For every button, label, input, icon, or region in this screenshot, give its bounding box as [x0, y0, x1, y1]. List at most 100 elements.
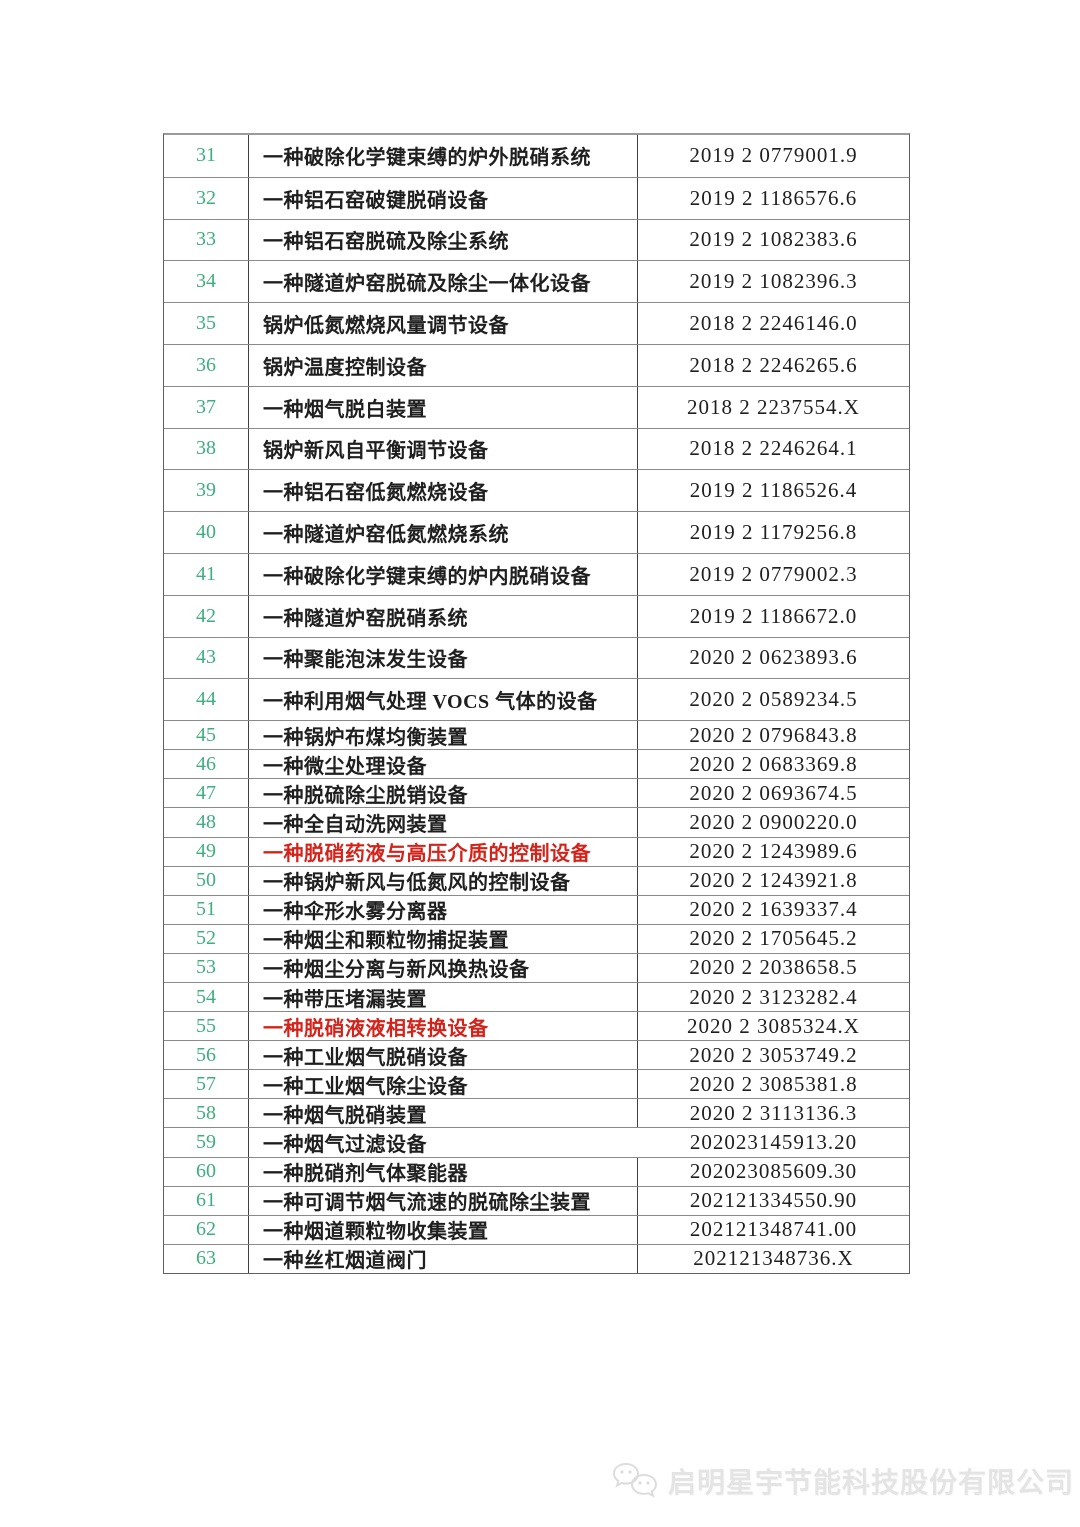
patent-name: 一种锅炉布煤均衡装置	[248, 721, 638, 750]
patent-name: 一种脱硝剂气体聚能器	[248, 1157, 638, 1186]
row-number: 56	[196, 1043, 216, 1066]
row-number: 46	[196, 752, 216, 775]
patent-number: 2020 2 0589234.5	[689, 687, 858, 712]
table-row: 39 一种铝石窑低氮燃烧设备 2019 2 1186526.4	[164, 469, 909, 512]
patent-name: 一种脱硝药液与高压介质的控制设备	[248, 837, 638, 866]
table-row: 48 一种全自动洗网装置 2020 2 0900220.0	[164, 807, 909, 837]
patent-number: 2020 2 3113136.3	[689, 1100, 858, 1125]
patent-name: 一种烟气过滤设备	[248, 1128, 638, 1157]
watermark: 启明星宇节能科技股份有限公司	[612, 1460, 1074, 1502]
patent-name: 一种微尘处理设备	[248, 750, 638, 779]
patent-number: 2020 2 1243921.8	[689, 868, 858, 893]
patent-number: 2019 2 0779001.9	[689, 143, 858, 168]
table-row: 63 一种丝杠烟道阀门 202121348736.X	[164, 1243, 909, 1273]
patent-number: 2018 2 2246146.0	[689, 311, 858, 336]
row-number: 57	[196, 1072, 216, 1095]
patent-name: 一种带压堵漏装置	[248, 983, 638, 1012]
patent-name: 锅炉温度控制设备	[248, 344, 638, 386]
row-number: 38	[196, 437, 216, 460]
wechat-bubbles-icon	[612, 1462, 658, 1500]
patent-name: 一种铝石窑脱硫及除尘系统	[248, 219, 638, 261]
table-row: 56 一种工业烟气脱硝设备 2020 2 3053749.2	[164, 1040, 909, 1070]
table-row: 37 一种烟气脱白装置 2018 2 2237554.X	[164, 385, 909, 428]
patent-name: 锅炉新风自平衡调节设备	[248, 428, 638, 470]
table-row: 57 一种工业烟气除尘设备 2020 2 3085381.8	[164, 1069, 909, 1099]
row-number: 61	[196, 1189, 216, 1212]
table-row: 36 锅炉温度控制设备 2018 2 2246265.6	[164, 343, 909, 386]
table-row: 50 一种锅炉新风与低氮风的控制设备 2020 2 1243921.8	[164, 865, 909, 895]
table-row: 54 一种带压堵漏装置 2020 2 3123282.4	[164, 982, 909, 1012]
row-number: 39	[196, 479, 216, 502]
row-number: 52	[196, 927, 216, 950]
table-row: 34 一种隧道炉窑脱硫及除尘一体化设备 2019 2 1082396.3	[164, 260, 909, 303]
table-row: 40 一种隧道炉窑低氮燃烧系统 2019 2 1179256.8	[164, 511, 909, 553]
patent-name: 一种铝石窑破键脱硝设备	[248, 177, 638, 219]
row-number: 35	[196, 312, 216, 335]
row-number: 55	[196, 1014, 216, 1037]
table-row: 53 一种烟尘分离与新风换热设备 2020 2 2038658.5	[164, 952, 909, 982]
patent-number: 202121334550.90	[689, 1188, 858, 1213]
row-number: 62	[196, 1218, 216, 1241]
patent-name: 一种烟尘和颗粒物捕捉装置	[248, 924, 638, 953]
row-number: 44	[196, 688, 216, 711]
row-number: 36	[196, 353, 216, 376]
row-number: 51	[196, 898, 216, 921]
row-number: 49	[196, 840, 216, 863]
patent-name: 一种工业烟气除尘设备	[248, 1070, 638, 1099]
row-number: 43	[196, 646, 216, 669]
table-row: 62 一种烟道颗粒物收集装置 202121348741.00	[164, 1214, 909, 1244]
patent-number: 202023085609.30	[689, 1159, 858, 1184]
patent-number: 2020 2 0623893.6	[689, 645, 858, 670]
patent-name: 一种丝杠烟道阀门	[248, 1244, 638, 1273]
patent-name: 一种可调节烟气流速的脱硫除尘装置	[248, 1186, 638, 1215]
patent-name: 一种隧道炉窑低氮燃烧系统	[248, 512, 638, 553]
row-number: 58	[196, 1101, 216, 1124]
patent-number: 2020 2 3085324.X	[687, 1013, 860, 1038]
table-row: 47 一种脱硫除尘脱销设备 2020 2 0693674.5	[164, 778, 909, 808]
patent-number: 2019 2 1186526.4	[689, 478, 858, 503]
table-row: 32 一种铝石窑破键脱硝设备 2019 2 1186576.6	[164, 176, 909, 219]
patent-name: 一种聚能泡沫发生设备	[248, 637, 638, 679]
table-row: 41 一种破除化学键束缚的炉内脱硝设备 2019 2 0779002.3	[164, 552, 909, 595]
table-row: 58 一种烟气脱硝装置 2020 2 3113136.3	[164, 1098, 909, 1128]
row-number: 33	[196, 228, 216, 251]
patent-number: 2019 2 1179256.8	[689, 520, 858, 545]
patent-name: 一种全自动洗网装置	[248, 808, 638, 837]
patent-number: 2018 2 2246265.6	[689, 352, 858, 377]
patent-name: 一种破除化学键束缚的炉内脱硝设备	[248, 553, 638, 595]
table-row: 46 一种微尘处理设备 2020 2 0683369.8	[164, 749, 909, 779]
patent-number: 2019 2 1082383.6	[689, 227, 858, 252]
table-row: 43 一种聚能泡沫发生设备 2020 2 0623893.6	[164, 636, 909, 679]
patent-number: 2020 2 0683369.8	[689, 751, 858, 776]
row-number: 50	[196, 869, 216, 892]
patent-name: 一种隧道炉窑脱硫及除尘一体化设备	[248, 261, 638, 303]
row-number: 60	[196, 1160, 216, 1183]
patent-name: 一种烟道颗粒物收集装置	[248, 1215, 638, 1244]
patent-number: 2020 2 3123282.4	[689, 984, 858, 1009]
row-number: 53	[196, 956, 216, 979]
patent-name: 一种烟尘分离与新风换热设备	[248, 953, 638, 982]
row-number: 45	[196, 723, 216, 746]
row-number: 63	[196, 1247, 216, 1270]
patent-number: 2020 2 1243989.6	[689, 839, 858, 864]
row-number: 37	[196, 395, 216, 418]
patent-number: 2020 2 0796843.8	[689, 722, 858, 747]
patent-number: 2020 2 1705645.2	[689, 926, 858, 951]
row-number: 40	[196, 521, 216, 544]
row-number: 42	[196, 604, 216, 627]
patent-number: 2018 2 2246264.1	[689, 436, 858, 461]
patent-name: 一种隧道炉窑脱硝系统	[248, 595, 638, 637]
patent-number: 2020 2 3085381.8	[689, 1071, 858, 1096]
table-row: 42 一种隧道炉窑脱硝系统 2019 2 1186672.0	[164, 594, 909, 637]
patent-name: 一种锅炉新风与低氮风的控制设备	[248, 866, 638, 895]
patent-name: 一种工业烟气脱硝设备	[248, 1041, 638, 1070]
row-number: 41	[196, 562, 216, 585]
patent-number: 2019 2 0779002.3	[689, 561, 858, 586]
patent-number: 2020 2 0693674.5	[689, 780, 858, 805]
table-row: 60 一种脱硝剂气体聚能器 202023085609.30	[164, 1156, 909, 1186]
patent-number: 2019 2 1082396.3	[689, 269, 858, 294]
row-number: 59	[196, 1131, 216, 1154]
table-row: 44 一种利用烟气处理 VOCS 气体的设备 2020 2 0589234.5	[164, 678, 909, 721]
patent-name: 一种利用烟气处理 VOCS 气体的设备	[248, 679, 638, 721]
